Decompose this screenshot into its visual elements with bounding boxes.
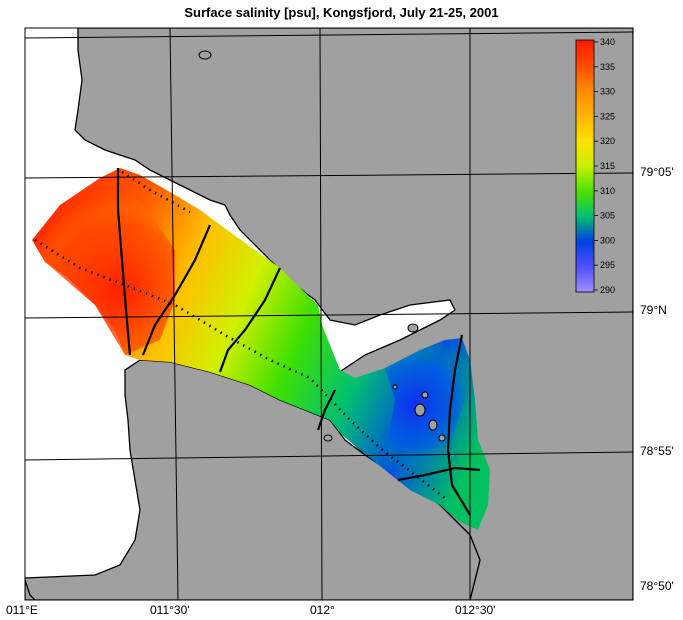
colorbar-tick-label: 305 [600, 211, 615, 221]
colorbar-tick-label: 325 [600, 111, 615, 121]
lon-label-011e: 011°E [6, 603, 38, 617]
lat-label-79-n: 79°N [640, 303, 667, 317]
colorbar-tick-label: 300 [600, 235, 615, 245]
salinity-orange-patch [32, 178, 175, 355]
colorbar-gradient [575, 39, 595, 293]
colorbar-tick-label: 335 [600, 62, 615, 72]
colorbar-tick-label: 320 [600, 136, 615, 146]
land-west-strip [25, 579, 36, 600]
graticule [25, 28, 633, 600]
colorbar-tick-label: 340 [600, 37, 615, 47]
ship-track-dotted [34, 170, 446, 499]
colorbar-tick-label: 290 [600, 285, 615, 295]
lat-label-78-50: 78°50' [640, 579, 674, 593]
colorbar-tick-label: 295 [600, 260, 615, 270]
lon-label-012-30: 012°30' [455, 603, 495, 617]
islands [198, 50, 446, 442]
colorbar-tick-label: 315 [600, 161, 615, 171]
colorbar: 340 335 330 325 320 315 310 305 300 295 290 [575, 37, 615, 295]
lon-label-012: 012° [310, 603, 335, 617]
colorbar-tick-label: 330 [600, 87, 615, 97]
lat-label-79-05: 79°05' [640, 165, 674, 179]
colorbar-tick-label: 310 [600, 186, 615, 196]
lat-label-78-55: 78°55' [640, 444, 674, 458]
lon-label-011-30: 011°30' [150, 603, 190, 617]
ship-tracks [116, 168, 481, 516]
map-frame [24, 27, 634, 601]
map-title: Surface salinity [psu], Kongsfjord, July… [184, 5, 499, 20]
